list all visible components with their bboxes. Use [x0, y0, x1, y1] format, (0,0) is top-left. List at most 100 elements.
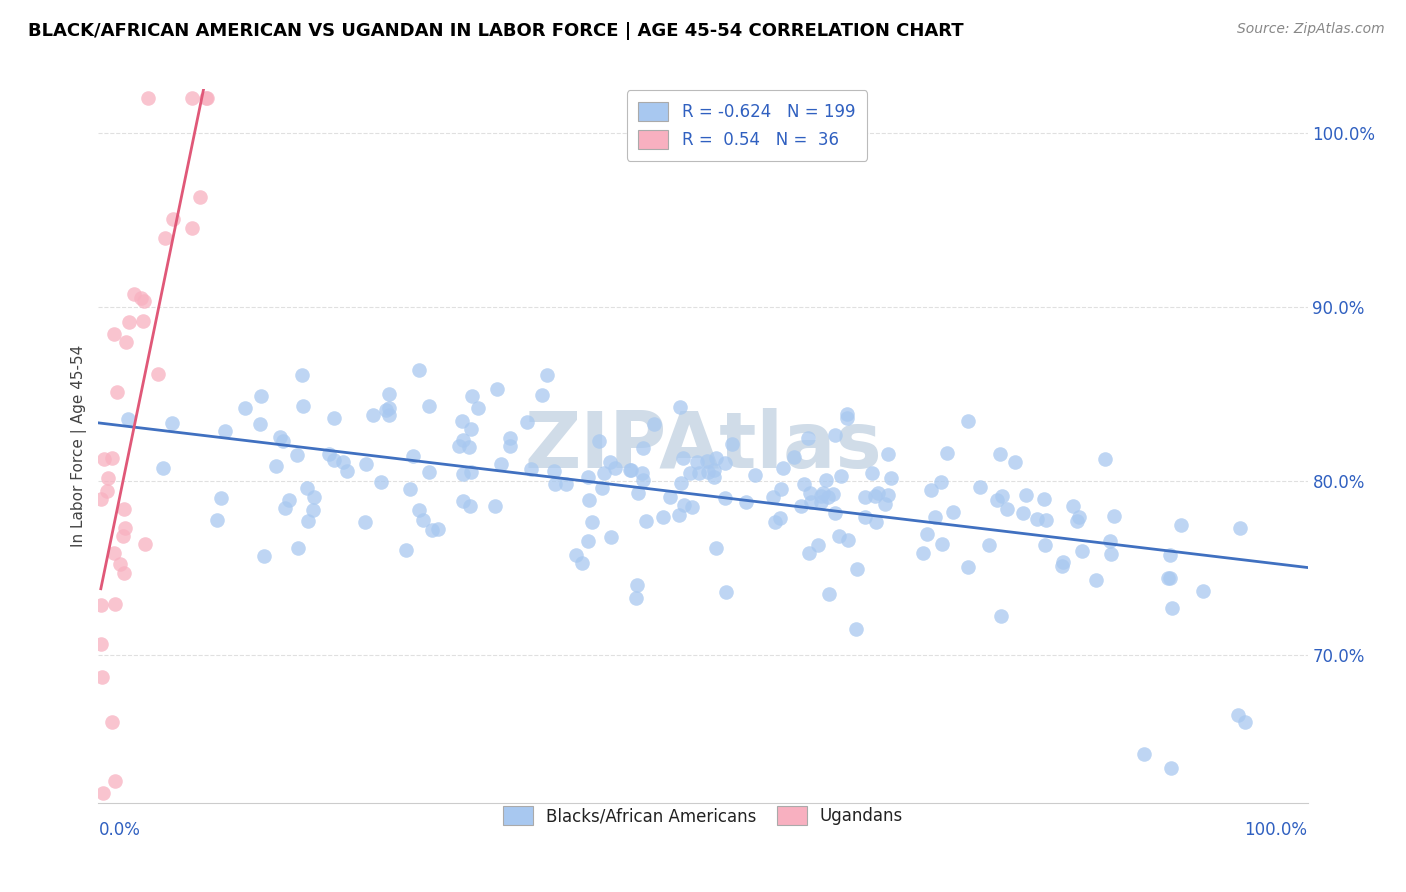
Point [668, 508, 690, 522]
Point [706, 450, 728, 465]
Point [853, 509, 876, 524]
Point [460, 422, 482, 436]
Point [626, 578, 648, 592]
Point [375, 403, 398, 417]
Point [323, 411, 346, 425]
Point [1066, 514, 1088, 528]
Point [817, 490, 839, 504]
Point [713, 491, 735, 505]
Point [377, 401, 399, 415]
Point [810, 489, 832, 503]
Point [957, 414, 980, 428]
Point [1227, 708, 1250, 723]
Point [578, 493, 600, 508]
Point [162, 212, 184, 227]
Point [181, 220, 204, 235]
Point [195, 91, 218, 105]
Point [131, 291, 153, 305]
Point [631, 466, 654, 480]
Point [152, 460, 174, 475]
Point [828, 529, 851, 543]
Point [703, 463, 725, 477]
Point [544, 476, 567, 491]
Point [672, 451, 695, 466]
Point [114, 521, 136, 535]
Point [451, 415, 474, 429]
Point [1004, 455, 1026, 469]
Point [148, 368, 170, 382]
Point [269, 430, 291, 444]
Point [1050, 558, 1073, 573]
Y-axis label: In Labor Force | Age 45-54: In Labor Force | Age 45-54 [72, 345, 87, 547]
Point [195, 91, 218, 105]
Point [297, 481, 319, 495]
Point [399, 482, 422, 496]
Point [643, 417, 665, 431]
Point [876, 447, 898, 461]
Point [995, 501, 1018, 516]
Point [136, 91, 159, 105]
Point [1025, 511, 1047, 525]
Point [599, 455, 621, 469]
Point [235, 401, 257, 415]
Point [620, 462, 643, 476]
Point [181, 91, 204, 105]
Point [370, 475, 392, 489]
Point [811, 486, 834, 500]
Point [865, 489, 887, 503]
Point [799, 485, 821, 500]
Point [1033, 492, 1056, 507]
Point [214, 424, 236, 438]
Point [418, 399, 440, 413]
Point [115, 335, 138, 350]
Point [209, 491, 232, 506]
Point [112, 501, 135, 516]
Point [543, 464, 565, 478]
Point [420, 524, 443, 538]
Point [713, 456, 735, 470]
Point [1161, 601, 1184, 615]
Point [1099, 548, 1122, 562]
Point [1014, 488, 1036, 502]
Point [772, 461, 794, 475]
Point [1159, 548, 1181, 562]
Point [763, 515, 786, 529]
Point [969, 480, 991, 494]
Point [716, 585, 738, 599]
Point [845, 622, 868, 636]
Point [520, 462, 543, 476]
Point [395, 543, 418, 558]
Point [418, 465, 440, 479]
Point [101, 714, 124, 729]
Point [93, 452, 115, 467]
Point [990, 608, 1012, 623]
Point [134, 537, 156, 551]
Point [408, 363, 430, 377]
Point [332, 455, 354, 469]
Point [1133, 747, 1156, 761]
Point [447, 440, 470, 454]
Point [101, 451, 124, 466]
Point [796, 431, 818, 445]
Point [90, 491, 112, 506]
Point [336, 464, 359, 478]
Point [600, 531, 623, 545]
Point [297, 515, 319, 529]
Point [1229, 521, 1251, 535]
Point [631, 473, 654, 487]
Point [846, 562, 869, 576]
Point [1062, 500, 1084, 514]
Point [205, 513, 228, 527]
Point [132, 313, 155, 327]
Legend: Blacks/African Americans, Ugandans: Blacks/African Americans, Ugandans [495, 797, 911, 834]
Point [530, 387, 553, 401]
Point [762, 490, 785, 504]
Point [1192, 583, 1215, 598]
Point [188, 190, 211, 204]
Point [627, 485, 650, 500]
Point [104, 774, 127, 789]
Point [1234, 714, 1257, 729]
Point [800, 494, 823, 508]
Point [603, 460, 626, 475]
Point [824, 506, 846, 520]
